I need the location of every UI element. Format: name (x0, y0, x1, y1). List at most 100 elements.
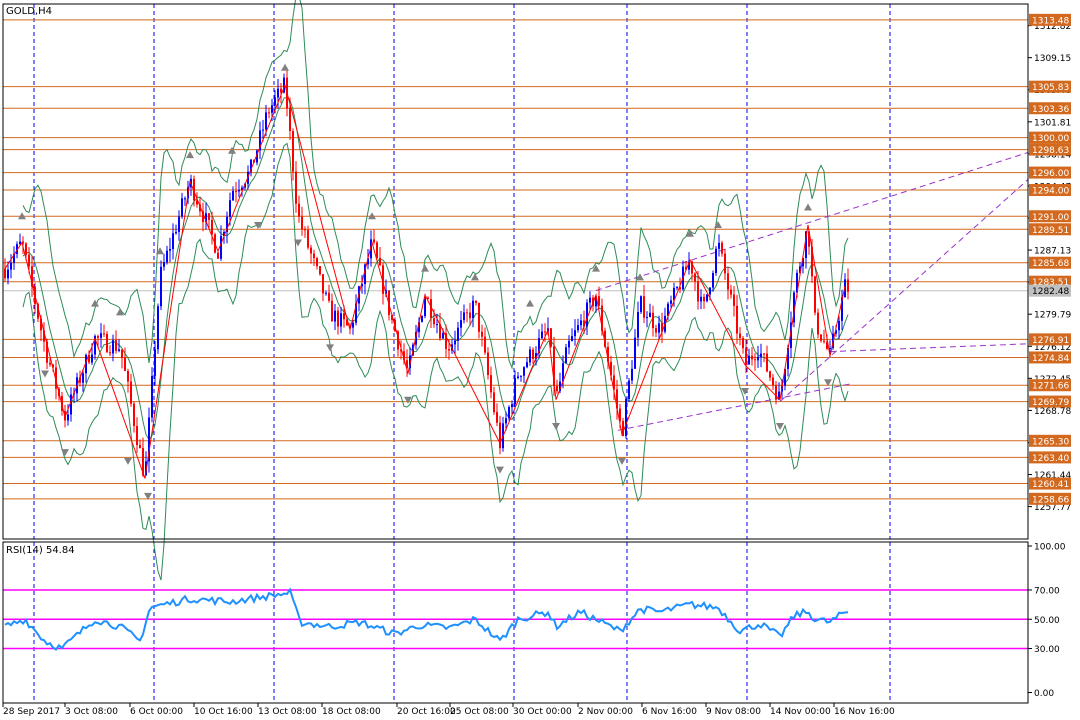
candle-body (523, 367, 525, 376)
candle-body (316, 258, 318, 267)
candle-body (820, 334, 822, 341)
candle-body (223, 232, 225, 237)
time-tick-label: 3 Oct 08:00 (65, 707, 118, 717)
candle-body (226, 216, 228, 233)
candle-body (733, 294, 735, 306)
candle-body (40, 318, 42, 331)
level-label-box (1029, 477, 1071, 490)
level-label-box (1029, 13, 1071, 26)
candle-body (256, 150, 258, 163)
price-tick-label: 1309.15 (1034, 54, 1071, 64)
candle-body (814, 276, 816, 313)
candle-body (709, 287, 711, 295)
candle-body (67, 414, 69, 421)
fractal-marker (144, 492, 152, 500)
level-label-box (1029, 80, 1071, 93)
candle-body (493, 392, 495, 413)
candle-body (283, 77, 285, 93)
candle-body (259, 130, 261, 151)
candle-body (361, 283, 363, 287)
fractal-marker (496, 466, 504, 474)
candle-body (298, 203, 300, 217)
level-label: 1294.00 (1032, 187, 1069, 197)
level-label-box (1029, 184, 1071, 197)
candle-body (46, 341, 48, 363)
candle-body (382, 265, 384, 294)
candle-body (166, 250, 168, 263)
candle-body (652, 312, 654, 329)
candle-body (613, 375, 615, 390)
candle-body (400, 349, 402, 352)
time-tick-label: 13 Oct 08:00 (258, 707, 317, 717)
candle-body (136, 426, 138, 446)
candle-body (304, 229, 306, 231)
candle-body (373, 239, 375, 243)
level-label: 1276.91 (1032, 336, 1069, 346)
candle-body (337, 310, 339, 327)
candle-body (535, 353, 537, 359)
fractal-marker (741, 388, 749, 396)
candle-body (766, 353, 768, 372)
time-tick-label: 2 Nov 00:00 (578, 707, 633, 717)
time-tick-label: 18 Oct 08:00 (322, 707, 381, 717)
fractal-marker (61, 449, 69, 457)
candle-body (184, 198, 186, 200)
candle-body (745, 348, 747, 365)
level-label-box (1029, 434, 1071, 447)
candle-body (79, 377, 81, 383)
candle-body (763, 353, 765, 355)
candle-body (442, 333, 444, 339)
candle-body (646, 317, 648, 319)
candle-body (490, 375, 492, 393)
candle-body (703, 296, 705, 302)
level-label-box (1029, 166, 1071, 179)
candle-body (403, 351, 405, 361)
level-label-box (1029, 451, 1071, 464)
candle-body (826, 341, 828, 349)
candle-body (103, 333, 105, 335)
candle-body (352, 322, 354, 328)
candle-body (724, 253, 726, 274)
trend-line (779, 179, 1029, 402)
candle-body (55, 367, 57, 389)
candle-body (106, 333, 108, 353)
fractal-marker (41, 370, 49, 378)
candle-body (544, 331, 546, 333)
level-label: 1258.66 (1032, 495, 1069, 505)
level-label-box (1029, 351, 1071, 364)
rsi-line (4, 587, 849, 651)
price-tick-label: 1276.12 (1034, 343, 1071, 353)
candle-body (433, 318, 435, 325)
candle-body (721, 242, 723, 254)
candle-body (124, 358, 126, 371)
fractal-marker (592, 264, 600, 272)
time-tick-label: 25 Oct 08:00 (450, 707, 509, 717)
candle-body (175, 231, 177, 234)
candle-body (640, 296, 642, 312)
candle-body (568, 340, 570, 348)
candle-body (688, 261, 690, 270)
candle-body (604, 330, 606, 347)
fractal-marker (471, 273, 479, 281)
candle-body (589, 297, 591, 303)
level-label: 1260.41 (1032, 480, 1069, 490)
candle-body (331, 300, 333, 322)
price-tick-label: 1287.13 (1034, 247, 1071, 257)
candle-body (787, 347, 789, 369)
candle-body (211, 219, 213, 235)
candle-body (379, 257, 381, 266)
candle-body (88, 354, 90, 363)
candle-body (277, 88, 279, 98)
candle-body (235, 191, 237, 193)
candle-body (310, 247, 312, 254)
candle-body (418, 321, 420, 333)
candle-body (634, 337, 636, 369)
candle-body (580, 320, 582, 326)
candle-body (730, 289, 732, 295)
fractal-marker (368, 212, 376, 220)
current-price-box (1029, 284, 1071, 297)
candle-body (280, 88, 282, 93)
candle-body (649, 312, 651, 318)
candle-body (133, 403, 135, 427)
